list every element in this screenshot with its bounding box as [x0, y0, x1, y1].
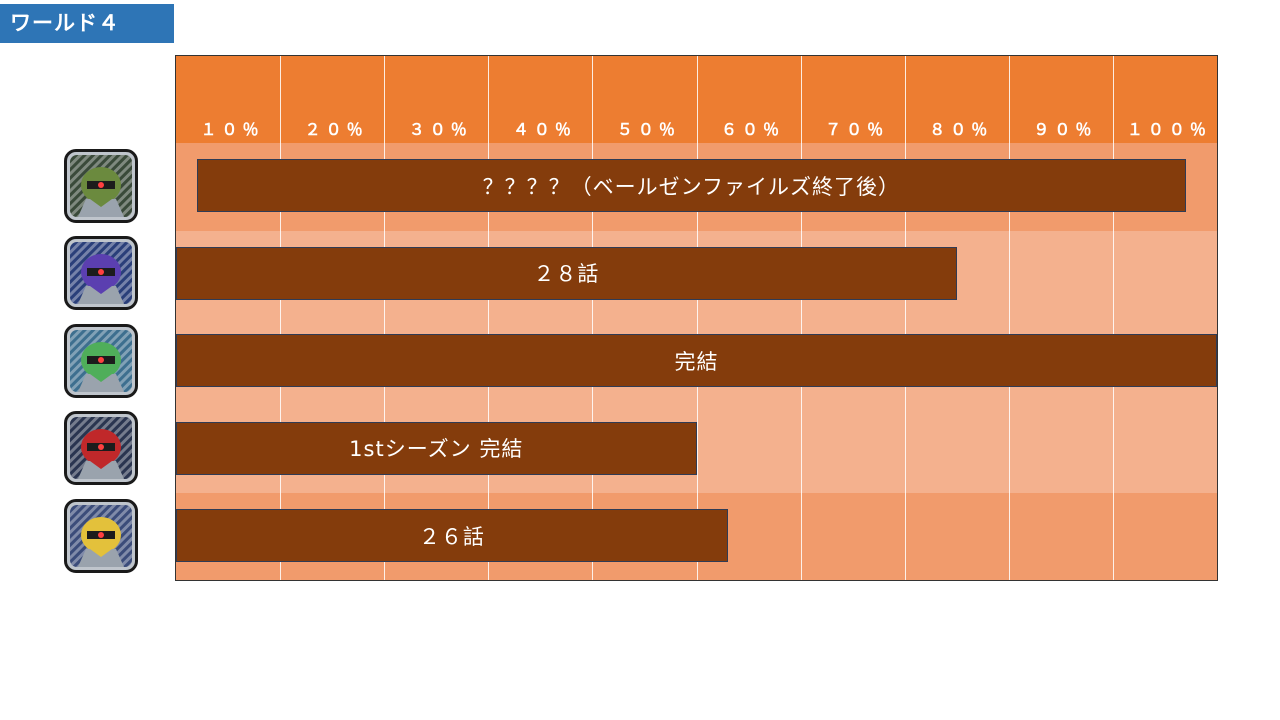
bar-label: ？？？？（ベールゼンファイルズ終了後）: [482, 174, 900, 199]
progress-bar-2: ２８話: [176, 246, 957, 300]
grid-line: [1112, 56, 1114, 580]
progress-chart: １０％ ２０％ ３０％ ４０％ ５０％ ６０％ ７０％ ８０％ ９０％ １００％ ？？？？（ベールゼ…: [175, 55, 1218, 581]
bar-label: ２６話: [418, 524, 485, 549]
x-tick-label: １０％: [200, 120, 264, 139]
grid-line: [800, 56, 802, 580]
red-black-robot-icon: [64, 411, 138, 486]
grid-line: [1008, 56, 1010, 580]
avatar-portrait: [70, 329, 132, 392]
x-tick-label: ８０％: [929, 120, 993, 139]
grid-line: [488, 56, 490, 580]
progress-bar-4: 1stシーズン 完結: [176, 421, 697, 475]
x-tick-label: １００％: [1126, 120, 1211, 139]
progress-bar-3: 完結: [176, 334, 1217, 388]
bar-label: 完結: [674, 349, 719, 374]
grid-line: [592, 56, 594, 580]
avatar-portrait: [70, 154, 132, 217]
x-tick-label: ７０％: [825, 120, 889, 139]
x-tick-label: ５０％: [616, 120, 680, 139]
progress-bar-1: ？？？？（ベールゼンファイルズ終了後）: [196, 159, 1186, 213]
avatar-portrait: [70, 504, 132, 567]
avatar-portrait: [70, 417, 132, 480]
progress-bar-5: ２６話: [176, 509, 728, 563]
grid-line: [280, 56, 282, 580]
green-helmet-robot-icon: [64, 148, 138, 223]
grid-line: [384, 56, 386, 580]
blue-purple-robot-icon: [64, 236, 138, 311]
bar-label: 1stシーズン 完結: [349, 437, 524, 462]
x-tick-label: ４０％: [512, 120, 576, 139]
grid-line: [696, 56, 698, 580]
x-tick-label: ９０％: [1033, 120, 1097, 139]
grid-line: [904, 56, 906, 580]
white-gold-robot-icon: [64, 498, 138, 573]
world-label: ワールド４: [0, 4, 174, 43]
x-tick-label: ２０％: [304, 120, 368, 139]
green-armored-robot-icon: [64, 323, 138, 398]
avatar-portrait: [70, 242, 132, 305]
bar-label: ２８話: [533, 262, 600, 287]
x-tick-label: ６０％: [721, 120, 785, 139]
x-tick-label: ３０％: [408, 120, 472, 139]
